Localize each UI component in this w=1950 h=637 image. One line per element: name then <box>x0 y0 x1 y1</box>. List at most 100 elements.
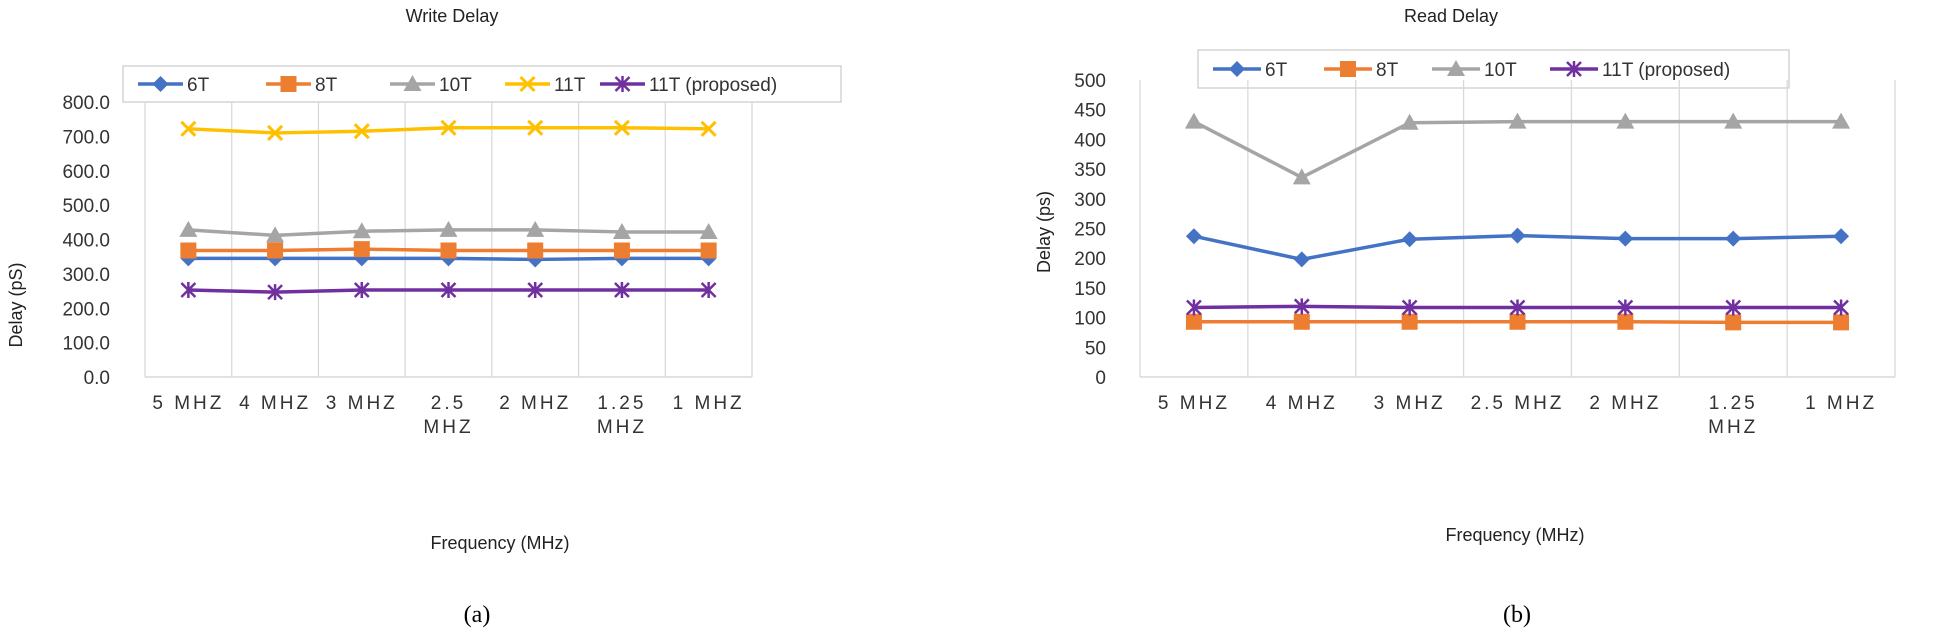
legend: 6T 8T 10T 11T (proposed) <box>1213 60 1730 81</box>
legend: 6T 8T 10T 11T 11T (proposed) <box>138 75 777 96</box>
data-point <box>612 222 631 239</box>
x-tick-label: 5 MHZ <box>1158 393 1230 414</box>
data-point <box>439 220 458 237</box>
data-point <box>267 284 283 301</box>
data-point <box>353 282 370 299</box>
data-point <box>1293 251 1310 268</box>
x-tick-label: 3 MHZ <box>326 393 398 414</box>
y-tick-label: 300 <box>1074 190 1106 211</box>
y-tick-label: 200.0 <box>62 299 110 320</box>
data-point <box>1293 298 1310 315</box>
data-point <box>700 120 717 137</box>
y-tick-label: 250 <box>1074 220 1106 241</box>
legend-label: 11T (proposed) <box>649 75 777 96</box>
data-point <box>1509 313 1526 330</box>
legend-box <box>122 65 842 103</box>
legend-marker <box>1447 60 1465 76</box>
legend-marker <box>152 76 169 92</box>
data-point <box>1616 112 1635 129</box>
data-point <box>526 220 545 237</box>
x-tick-label: 4 MHZ <box>1266 393 1338 414</box>
data-point <box>1508 112 1527 129</box>
data-point <box>440 282 457 299</box>
data-point <box>1401 299 1418 316</box>
data-point <box>614 282 630 299</box>
data-point <box>1833 228 1850 245</box>
data-point <box>1401 231 1418 248</box>
data-point <box>180 282 197 299</box>
y-tick-label: 500 <box>1074 71 1106 92</box>
y-tick-label: 400.0 <box>62 231 110 252</box>
data-point <box>1509 299 1526 316</box>
y-tick-label: 100 <box>1074 309 1106 330</box>
y-axis-label: Delay (pS) <box>6 262 26 347</box>
data-point <box>1832 112 1851 129</box>
legend-marker <box>1340 61 1356 77</box>
data-point <box>1725 314 1742 331</box>
data-point <box>1292 168 1311 185</box>
data-point <box>1401 313 1418 330</box>
data-point <box>1185 313 1202 330</box>
x-tick-label: 2.5 MHZ <box>1471 393 1565 414</box>
data-point <box>352 222 371 239</box>
data-point <box>180 242 197 259</box>
data-point <box>613 242 630 259</box>
y-axis-label: Delay (ps) <box>1034 191 1054 273</box>
data-point <box>267 242 284 259</box>
x-tick-label: 5 MHZ <box>152 393 224 414</box>
y-tick-label: 200 <box>1074 249 1106 270</box>
data-point <box>353 123 370 140</box>
legend-marker <box>280 76 297 92</box>
data-point <box>1724 112 1743 129</box>
y-tick-label: 300.0 <box>62 265 110 286</box>
x-tick-label: 4 MHZ <box>239 393 311 414</box>
data-point <box>1186 299 1202 316</box>
legend-label: 10T <box>1484 60 1517 81</box>
data-point <box>1725 230 1742 247</box>
series-group <box>179 119 718 301</box>
data-point <box>440 242 457 259</box>
x-axis-label: Frequency (MHz) <box>430 533 569 553</box>
legend-label: 11T (proposed) <box>1602 60 1730 81</box>
legend-label: 11T <box>554 75 586 96</box>
data-point <box>180 120 197 137</box>
legend-marker <box>614 76 631 92</box>
data-point <box>1725 299 1742 316</box>
y-tick-label: 350 <box>1074 160 1106 181</box>
y-tick-label: 500.0 <box>62 196 110 217</box>
x-tick-label: 2.5 MHZ <box>423 393 473 438</box>
series-line-10t <box>1193 119 1842 180</box>
figure-caption: (b) <box>1503 602 1531 628</box>
y-tick-labels: 0 50 100 150 200 250 300 350 400 450 500 <box>1074 71 1106 389</box>
legend-marker <box>1229 61 1245 77</box>
legend-label: 10T <box>439 75 472 96</box>
data-point <box>613 119 630 136</box>
gridlines <box>144 102 753 378</box>
data-point <box>700 242 717 259</box>
y-tick-label: 0.0 <box>84 368 110 389</box>
y-tick-label: 700.0 <box>62 127 110 148</box>
data-point <box>267 124 284 141</box>
x-tick-label: 2 MHZ <box>1589 393 1661 414</box>
data-point <box>1617 313 1634 330</box>
y-tick-labels: 0.0 100.0 200.0 300.0 400.0 500.0 600.0 700.0 80… <box>62 93 110 389</box>
y-tick-label: 150 <box>1074 279 1106 300</box>
data-point <box>1400 113 1419 130</box>
data-point <box>266 226 285 243</box>
x-tick-label: 1.25 MHZ <box>1708 393 1758 438</box>
data-point <box>700 282 717 299</box>
legend-label: 6T <box>187 75 210 96</box>
x-tick-labels: 5 MHZ 4 MHZ 3 MHZ 2.5 MHZ 2 MHZ 1.25 MHZ 1 MHZ <box>152 393 741 438</box>
data-point <box>1185 228 1202 245</box>
legend-box <box>1197 49 1790 89</box>
data-point <box>699 222 718 239</box>
figure-caption: (a) <box>464 602 491 628</box>
data-point <box>527 119 544 136</box>
y-tick-label: 0 <box>1095 368 1106 389</box>
data-point <box>527 242 544 259</box>
x-tick-label: 1 MHZ <box>1805 393 1877 414</box>
legend-label: 8T <box>315 75 338 96</box>
data-point <box>1617 230 1634 247</box>
data-point <box>1184 112 1203 129</box>
